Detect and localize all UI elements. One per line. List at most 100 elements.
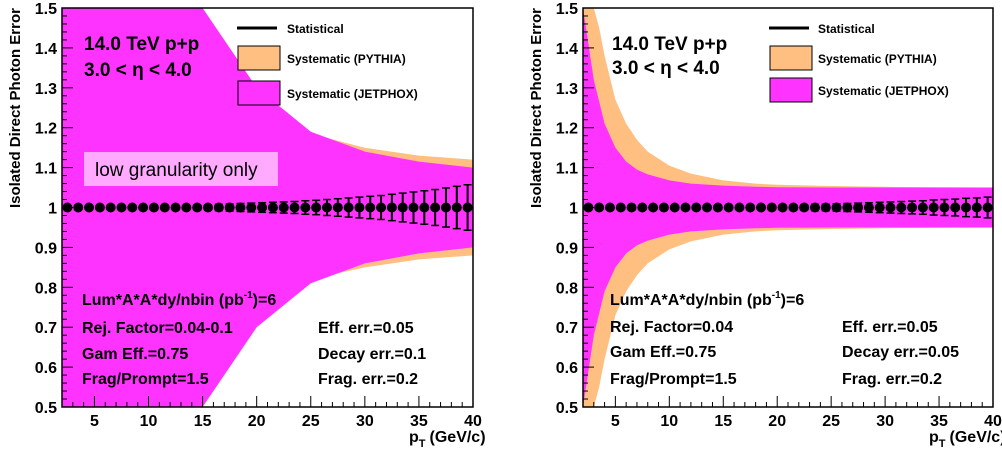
data-point xyxy=(213,202,224,213)
x-axis-title: pT (GeV/c) xyxy=(929,429,1002,450)
x-tick-label: 20 xyxy=(248,413,266,430)
data-point xyxy=(637,202,648,213)
legend-label-statistical: Statistical xyxy=(287,22,344,36)
data-point xyxy=(723,202,734,213)
data-point xyxy=(777,202,788,213)
legend-label-statistical: Statistical xyxy=(818,22,875,36)
legend-swatch-pythia xyxy=(237,45,281,71)
y-tick-label: 1.2 xyxy=(35,121,57,138)
info-rejection-factor: Rej. Factor=0.04 xyxy=(610,319,733,336)
y-tick-label: 1.3 xyxy=(35,81,57,98)
legend: Statistical Systematic (PYTHIA) Systematic… xyxy=(237,22,418,106)
info-frag-prompt: Frag/Prompt=1.5 xyxy=(610,371,737,388)
jetphox-band xyxy=(62,8,473,407)
data-point xyxy=(745,202,756,213)
x-tick-label: 10 xyxy=(140,413,158,430)
chart-title-line-2: 3.0 < η < 4.0 xyxy=(84,60,192,81)
data-point xyxy=(365,202,376,213)
data-point xyxy=(419,202,430,213)
info-block: Lum*A*A*dy/nbin (pb-1)=6 Rej. Factor=0.04… xyxy=(610,290,959,388)
y-tick-label: 1.5 xyxy=(556,1,578,18)
info-frag-prompt: Frag/Prompt=1.5 xyxy=(82,371,209,388)
y-axis: 0.5 0.6 0.7 0.8 0.9 1 1.1 1.2 1.3 1.4 1.5 xyxy=(556,1,594,417)
data-point xyxy=(321,202,332,213)
y-tick-label: 1 xyxy=(569,201,578,218)
data-point xyxy=(648,202,659,213)
data-point xyxy=(766,202,777,213)
y-axis: 0.5 0.6 0.7 0.8 0.9 1 1.1 1.2 1.3 1.4 1.5 xyxy=(35,1,73,417)
x-tick-label: 25 xyxy=(302,413,320,430)
data-point xyxy=(907,202,918,213)
x-tick-label: 40 xyxy=(984,413,1002,430)
data-point xyxy=(224,202,235,213)
y-tick-label: 1.5 xyxy=(35,1,57,18)
legend-swatch-jetphox xyxy=(237,80,281,106)
data-point xyxy=(440,202,451,213)
x-axis-title: pT (GeV/c) xyxy=(409,429,486,450)
y-tick-label: 1.3 xyxy=(556,81,578,98)
x-tick-label: 5 xyxy=(90,413,99,430)
data-point xyxy=(658,202,669,213)
x-tick-label: 30 xyxy=(876,413,894,430)
y-tick-label: 0.8 xyxy=(35,280,57,297)
info-frag-error: Frag. err.=0.2 xyxy=(318,371,418,388)
y-tick-label: 1.1 xyxy=(35,161,57,178)
y-tick-label: 0.6 xyxy=(35,360,57,377)
info-decay-error: Decay err.=0.1 xyxy=(318,346,426,363)
data-point xyxy=(756,202,767,213)
data-point xyxy=(842,202,853,213)
y-axis-title: Isolated Direct Photon Error xyxy=(528,8,545,208)
x-tick-label: 5 xyxy=(611,413,620,430)
data-point xyxy=(702,202,713,213)
x-tick-label: 20 xyxy=(768,413,786,430)
x-tick-label: 35 xyxy=(930,413,948,430)
data-point xyxy=(939,202,950,213)
y-tick-label: 0.8 xyxy=(556,280,578,297)
data-point xyxy=(626,202,637,213)
legend-label-pythia: Systematic (PYTHIA) xyxy=(287,52,406,66)
info-efficiency-error: Eff. err.=0.05 xyxy=(318,320,414,337)
data-point xyxy=(246,202,257,213)
y-tick-label: 0.5 xyxy=(556,400,578,417)
data-point xyxy=(343,202,354,213)
data-point xyxy=(376,202,387,213)
info-luminosity-end: )=6 xyxy=(781,292,805,309)
data-point xyxy=(874,202,885,213)
info-luminosity-sup: -1 xyxy=(772,290,781,301)
data-point xyxy=(181,202,192,213)
x-tick-label: 25 xyxy=(822,413,840,430)
data-point xyxy=(961,202,972,213)
jetphox-band xyxy=(583,8,993,407)
data-point xyxy=(397,202,408,213)
data-point xyxy=(809,202,820,213)
data-point xyxy=(896,202,907,213)
data-point xyxy=(235,202,246,213)
data-point xyxy=(820,202,831,213)
data-point xyxy=(257,202,268,213)
data-point xyxy=(691,202,702,213)
chart-panel-1: 0.5 0.6 0.7 0.8 0.9 1 1.1 1.2 1.3 1.4 1.5 5 10 15 20 25… xyxy=(7,1,486,450)
data-point xyxy=(853,202,864,213)
data-point xyxy=(863,202,874,213)
x-axis-title-sub: T xyxy=(419,438,426,450)
chart-title-line-2: 3.0 < η < 4.0 xyxy=(612,58,720,79)
info-frag-error: Frag. err.=0.2 xyxy=(842,371,942,388)
y-axis-title: Isolated Direct Photon Error xyxy=(7,8,24,208)
y-tick-label: 1.4 xyxy=(35,41,57,58)
data-point xyxy=(94,202,105,213)
y-tick-label: 0.5 xyxy=(35,400,57,417)
data-point xyxy=(278,202,289,213)
legend-label-pythia: Systematic (PYTHIA) xyxy=(818,52,937,66)
data-point xyxy=(462,202,473,213)
y-tick-label: 0.9 xyxy=(556,240,578,257)
x-axis-title-unit: (GeV/c) xyxy=(430,429,486,446)
chart-panel-2: 0.5 0.6 0.7 0.8 0.9 1 1.1 1.2 1.3 1.4 1.5 5 10 15 20 25… xyxy=(528,1,1002,450)
data-point xyxy=(192,202,203,213)
data-point xyxy=(950,202,961,213)
y-tick-label: 1 xyxy=(48,201,57,218)
annotation-text: low granularity only xyxy=(95,160,258,181)
data-point xyxy=(170,202,181,213)
data-point xyxy=(159,202,170,213)
y-tick-label: 1.4 xyxy=(556,41,578,58)
statistical-series xyxy=(62,184,473,231)
